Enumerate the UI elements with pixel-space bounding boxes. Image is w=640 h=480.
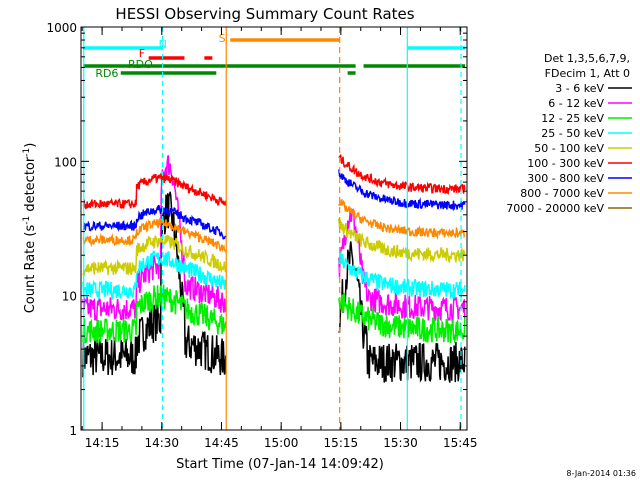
series-line-3	[82, 284, 227, 344]
axis-ticks: 14:15 14:30 14:45 15:00 15:15 15:30 15:45 1 10 10…	[46, 21, 477, 450]
series-line-2	[82, 155, 227, 322]
series-line-6	[338, 154, 466, 195]
legend-label: 25 - 50 keV	[541, 127, 604, 140]
series-line-3	[338, 293, 466, 343]
x-tick-label: 15:30	[383, 436, 418, 450]
series-line-5	[82, 234, 227, 277]
series-line-7	[82, 204, 227, 241]
y-tick-label: 1000	[46, 21, 77, 35]
series-line-4	[82, 250, 227, 301]
x-tick-label: 14:15	[85, 436, 120, 450]
flag-label: S	[219, 32, 226, 45]
y-axis-label: Count Rate (s-1 detector-1)	[22, 143, 38, 314]
series-line-1	[338, 241, 466, 383]
legend-label: 12 - 25 keV	[541, 112, 604, 125]
x-tick-label: 14:30	[144, 436, 179, 450]
series-line-4	[338, 251, 466, 300]
legend-label: 7000 - 20000 keV	[506, 202, 604, 215]
y-tick-label: 10	[62, 290, 77, 304]
plot-frame	[80, 26, 468, 431]
legend-label: 3 - 6 keV	[555, 82, 604, 95]
legend-label: 300 - 800 keV	[527, 172, 604, 185]
series-layer	[82, 154, 466, 383]
x-tick-label: 15:45	[443, 436, 478, 450]
flag-label: N	[159, 38, 167, 51]
series-line-1	[82, 191, 227, 378]
y-tick-label: 100	[54, 155, 77, 169]
series-line-6	[82, 172, 227, 210]
series-line-2	[338, 208, 466, 324]
y-tick-label: 1	[69, 424, 77, 438]
x-tick-label: 15:00	[264, 436, 299, 450]
x-tick-label: 15:15	[324, 436, 359, 450]
legend-label: 800 - 7000 keV	[520, 187, 604, 200]
legend-header-1: Det 1,3,5,6,7,9,	[544, 52, 630, 65]
series-line-8	[338, 198, 466, 240]
timestamp: 8-Jan-2014 01:36	[566, 469, 636, 478]
legend-label: 50 - 100 keV	[534, 142, 604, 155]
legend: 3 - 6 keV 6 - 12 keV 12 - 25 keV 25 - 50 ke…	[506, 82, 632, 215]
flag-label: RD6	[95, 67, 118, 80]
legend-label: 100 - 300 keV	[527, 157, 604, 170]
flag-label: F	[139, 47, 145, 60]
legend-label: 6 - 12 keV	[548, 97, 604, 110]
legend-header-2: FDecim 1, Att 0	[545, 67, 630, 80]
flag-label: RDO	[128, 58, 153, 71]
series-line-7	[338, 169, 466, 212]
x-axis-label: Start Time (07-Jan-14 14:09:42)	[176, 457, 384, 472]
chart-title: HESSI Observing Summary Count Rates	[115, 5, 414, 23]
series-line-5	[338, 218, 466, 264]
vertical-markers	[83, 27, 462, 430]
series-line-8	[82, 217, 227, 253]
x-tick-label: 14:45	[204, 436, 239, 450]
